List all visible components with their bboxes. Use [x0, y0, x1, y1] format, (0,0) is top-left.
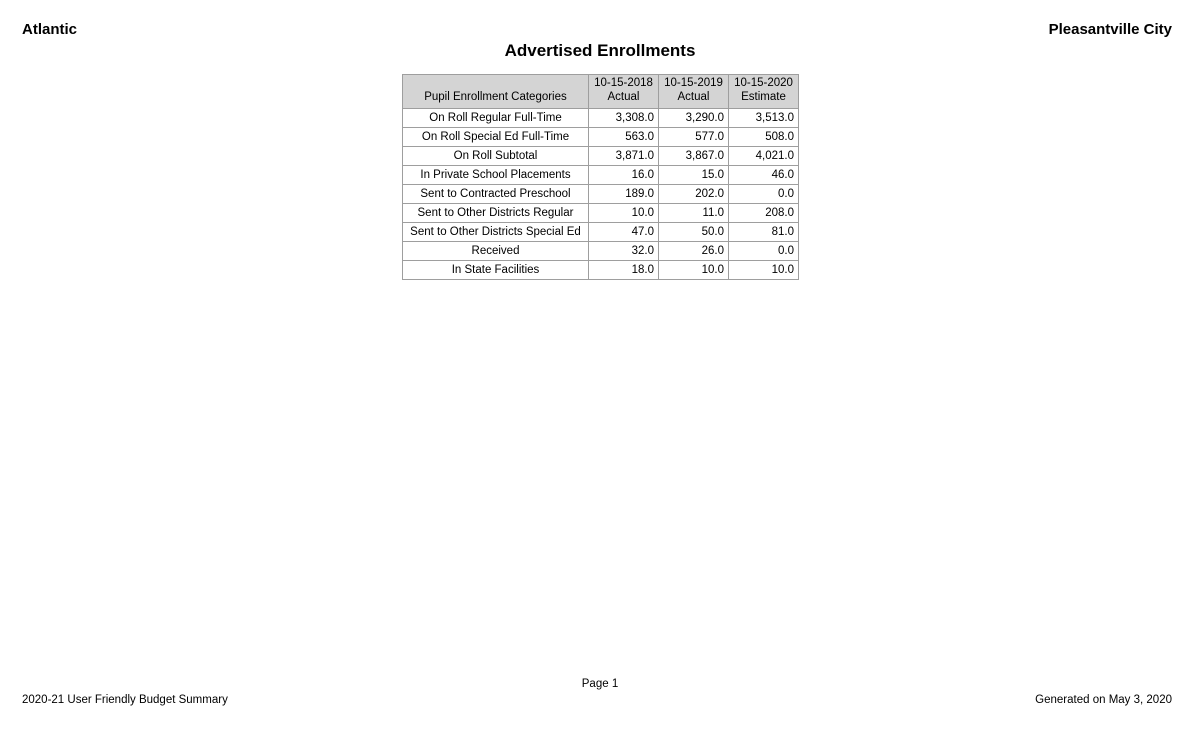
table-row: In State Facilities 18.0 10.0 10.0 [402, 259, 799, 280]
county-name: Atlantic [22, 21, 78, 38]
district-name: Pleasantville City [1048, 21, 1172, 38]
value-cell: 4,021.0 [728, 145, 799, 166]
value-cell: 0.0 [728, 240, 799, 261]
table-header-row: Pupil Enrollment Categories 10-15-2018 A… [402, 74, 799, 109]
category-cell: On Roll Regular Full-Time [402, 107, 589, 128]
value-cell: 50.0 [658, 221, 729, 242]
category-cell: Sent to Contracted Preschool [402, 183, 589, 204]
value-cell: 15.0 [658, 164, 729, 185]
value-cell: 3,867.0 [658, 145, 729, 166]
col-header-pupil-enrollment-categories: Pupil Enrollment Categories [402, 74, 589, 109]
value-cell: 26.0 [658, 240, 729, 261]
col-header-2018-actual: 10-15-2018 Actual [588, 74, 659, 109]
table-row: Sent to Other Districts Regular 10.0 11.0 2… [402, 202, 799, 223]
category-cell: In Private School Placements [402, 164, 589, 185]
page-title: Advertised Enrollments [504, 41, 696, 60]
col-header-2019-actual: 10-15-2019 Actual [658, 74, 729, 109]
value-cell: 10.0 [728, 259, 799, 280]
value-cell: 3,871.0 [588, 145, 659, 166]
table-row: Sent to Contracted Preschool 189.0 202.0 0.… [402, 183, 799, 204]
value-cell: 47.0 [588, 221, 659, 242]
page-number: Page 1 [581, 678, 619, 690]
value-cell: 208.0 [728, 202, 799, 223]
category-cell: Received [402, 240, 589, 261]
category-cell: Sent to Other Districts Special Ed [402, 221, 589, 242]
value-cell: 563.0 [588, 126, 659, 147]
value-cell: 32.0 [588, 240, 659, 261]
value-cell: 18.0 [588, 259, 659, 280]
value-cell: 46.0 [728, 164, 799, 185]
footer-document-name: 2020-21 User Friendly Budget Summary [22, 694, 228, 706]
col-header-2020-estimate: 10-15-2020 Estimate [728, 74, 799, 109]
footer-generated-date: Generated on May 3, 2020 [1035, 694, 1172, 706]
value-cell: 508.0 [728, 126, 799, 147]
value-cell: 3,513.0 [728, 107, 799, 128]
enrollment-table-body: On Roll Regular Full-Time 3,308.0 3,290.0 3… [402, 107, 799, 280]
value-cell: 0.0 [728, 183, 799, 204]
value-cell: 10.0 [588, 202, 659, 223]
category-cell: In State Facilities [402, 259, 589, 280]
value-cell: 189.0 [588, 183, 659, 204]
table-row: Received 32.0 26.0 0.0 [402, 240, 799, 261]
value-cell: 11.0 [658, 202, 729, 223]
category-cell: Sent to Other Districts Regular [402, 202, 589, 223]
enrollment-table: Pupil Enrollment Categories 10-15-2018 A… [402, 74, 799, 280]
table-row: On Roll Regular Full-Time 3,308.0 3,290.0 3… [402, 107, 799, 128]
table-row: Sent to Other Districts Special Ed 47.0 50… [402, 221, 799, 242]
value-cell: 202.0 [658, 183, 729, 204]
value-cell: 3,290.0 [658, 107, 729, 128]
table-row: On Roll Subtotal 3,871.0 3,867.0 4,021.0 [402, 145, 799, 166]
value-cell: 3,308.0 [588, 107, 659, 128]
value-cell: 10.0 [658, 259, 729, 280]
table-row: In Private School Placements 16.0 15.0 46.0 [402, 164, 799, 185]
table-row: On Roll Special Ed Full-Time 563.0 577.0 50… [402, 126, 799, 147]
value-cell: 577.0 [658, 126, 729, 147]
category-cell: On Roll Subtotal [402, 145, 589, 166]
category-cell: On Roll Special Ed Full-Time [402, 126, 589, 147]
value-cell: 16.0 [588, 164, 659, 185]
value-cell: 81.0 [728, 221, 799, 242]
